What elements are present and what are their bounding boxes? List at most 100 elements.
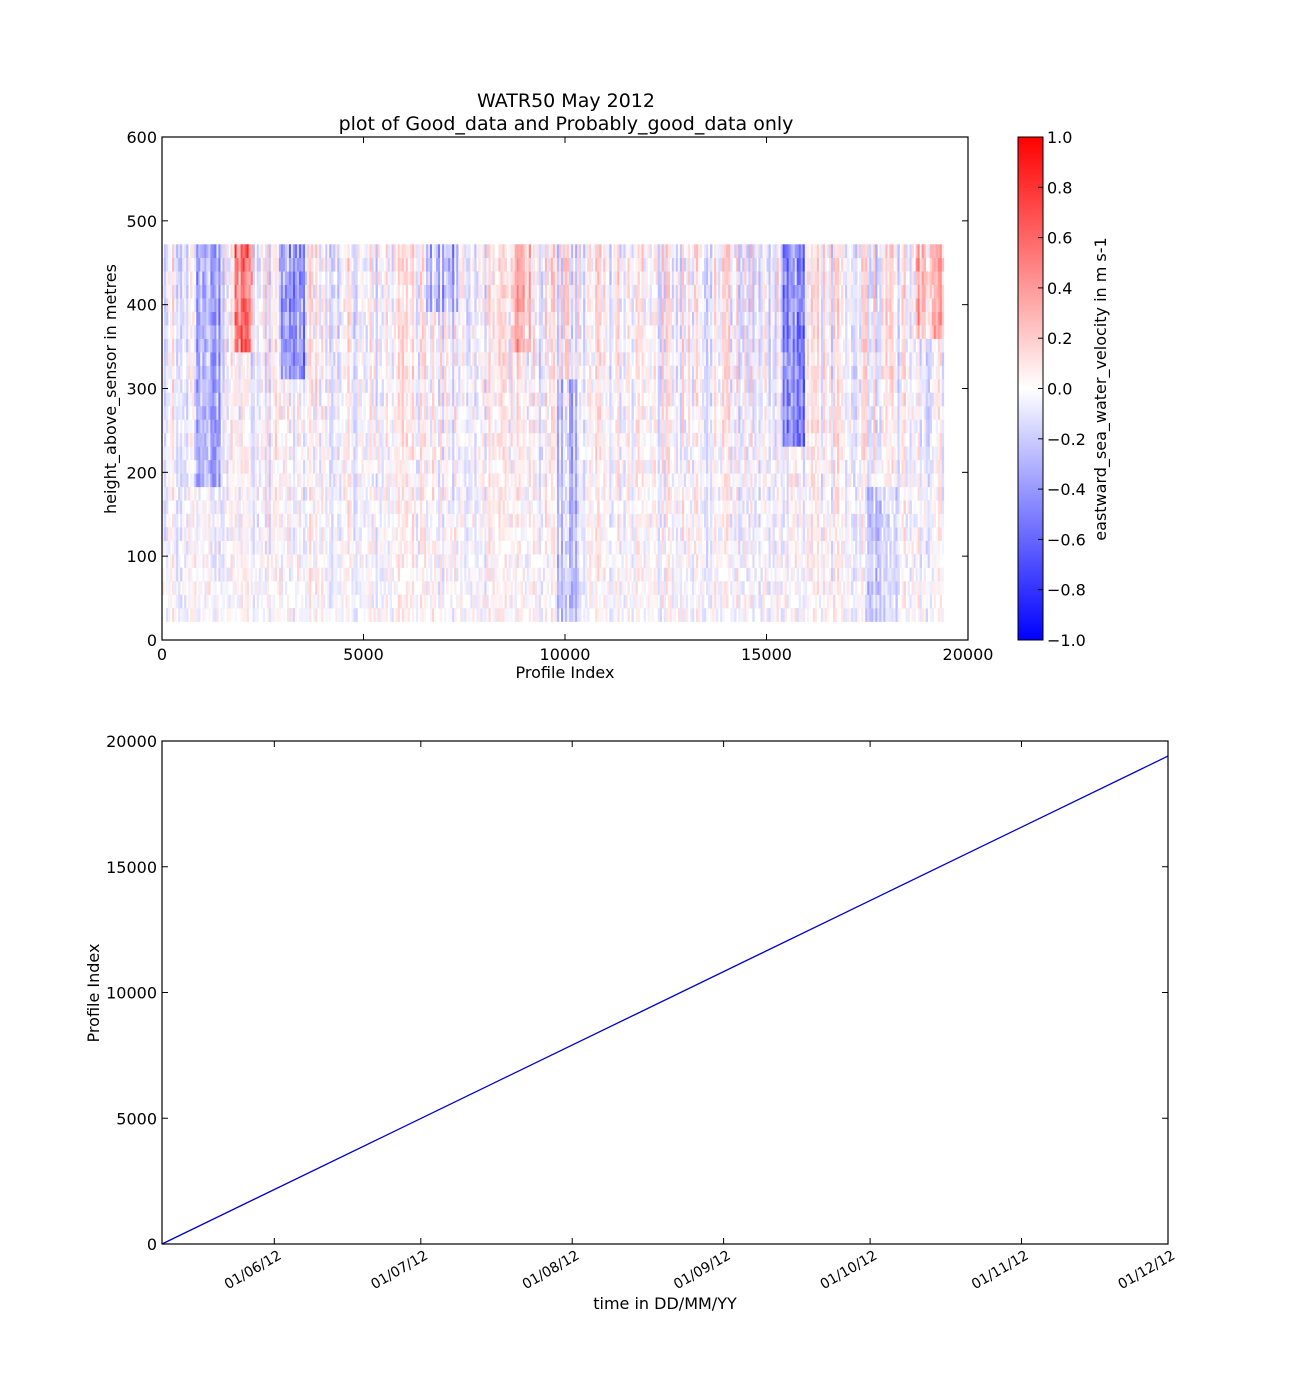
heatmap-cell: [194, 446, 197, 461]
heatmap-cell: [172, 527, 175, 542]
heatmap-cell: [484, 338, 487, 353]
heatmap-cell: [166, 365, 169, 380]
heatmap-cell: [546, 432, 550, 447]
heatmap-cell: [377, 473, 380, 488]
heatmap-cell: [436, 581, 439, 595]
heatmap-cell: [516, 432, 519, 447]
heatmap-cell: [482, 473, 485, 488]
heatmap-cell: [238, 405, 241, 420]
heatmap-cell: [170, 432, 173, 447]
heatmap-cell: [550, 271, 554, 286]
heatmap-cell: [180, 338, 183, 353]
heatmap-cell: [258, 540, 262, 555]
heatmap-cell: [403, 527, 407, 542]
heatmap-cell: [490, 459, 493, 474]
heatmap-cell: [401, 271, 405, 286]
heatmap-cell: [276, 325, 280, 339]
heatmap-cell: [347, 540, 350, 555]
heatmap-cell: [315, 432, 318, 447]
heatmap-cell: [415, 513, 419, 528]
heatmap-cell: [210, 432, 213, 447]
heatmap-cell: [587, 405, 590, 420]
heatmap-cell: [248, 352, 251, 366]
heatmap-cell: [538, 486, 542, 501]
heatmap-cell: [258, 311, 262, 326]
heatmap-cell: [436, 567, 439, 582]
heatmap-cell: [589, 554, 592, 568]
heatmap-cell: [375, 365, 378, 380]
heatmap-cell: [569, 338, 572, 353]
heatmap-cell: [220, 338, 223, 353]
heatmap-cell: [448, 311, 451, 326]
heatmap-cell: [218, 500, 221, 515]
heatmap-cell: [434, 554, 437, 568]
heatmap-cell: [522, 379, 525, 393]
heatmap-cell: [315, 594, 318, 609]
heatmap-cell: [482, 419, 485, 434]
heatmap-cell: [377, 527, 380, 542]
heatmap-cell: [315, 608, 318, 622]
heatmap-cell: [482, 608, 485, 622]
heatmap-cell: [506, 500, 509, 515]
heatmap-cell: [415, 527, 419, 542]
heatmap-cell: [530, 567, 534, 582]
heatmap-cell: [593, 432, 596, 447]
heatmap-cell: [482, 567, 485, 582]
heatmap-cell: [427, 365, 431, 380]
heatmap-cell: [264, 459, 268, 474]
heatmap-cell: [361, 486, 364, 501]
heatmap-cell: [448, 271, 451, 286]
heatmap-cell: [188, 594, 191, 609]
heatmap-cell: [484, 608, 487, 622]
heatmap-cell: [288, 540, 292, 555]
heatmap-cell: [518, 554, 521, 568]
heatmap-cell: [530, 459, 534, 474]
heatmap-cell: [486, 244, 489, 259]
heatmap-cell: [222, 379, 225, 393]
heatmap-cell: [210, 379, 213, 393]
heatmap-cell: [274, 567, 278, 582]
heatmap-cell: [444, 473, 447, 488]
heatmap-cell: [569, 365, 572, 380]
heatmap-cell: [286, 540, 290, 555]
heatmap-cell: [186, 554, 189, 568]
heatmap-cell: [206, 271, 209, 286]
heatmap-cell: [468, 284, 471, 299]
heatmap-cell: [526, 446, 530, 461]
heatmap-cell: [294, 419, 298, 434]
heatmap-cell: [417, 311, 421, 326]
heatmap-cell: [538, 284, 542, 299]
heatmap-cell: [573, 365, 576, 380]
heatmap-cell: [206, 298, 209, 312]
heatmap-cell: [452, 379, 455, 393]
heatmap-cell: [280, 271, 284, 286]
heatmap-cell: [526, 405, 530, 420]
heatmap-cell: [256, 540, 260, 555]
heatmap-cell: [329, 500, 332, 515]
heatmap-cell: [192, 500, 195, 515]
heatmap-cell: [355, 500, 358, 515]
heatmap-cell: [385, 284, 388, 299]
heatmap-cell: [488, 365, 491, 380]
heatmap-cell: [194, 379, 197, 393]
heatmap-cell: [170, 284, 173, 299]
heatmap-cell: [488, 379, 491, 393]
heatmap-cell: [514, 459, 517, 474]
heatmap-cell: [198, 311, 201, 326]
heatmap-cell: [450, 338, 453, 353]
heatmap-cell: [166, 352, 169, 366]
heatmap-cell: [323, 446, 326, 461]
heatmap-cell: [210, 540, 213, 555]
heatmap-cell: [375, 567, 378, 582]
heatmap-cell: [448, 608, 451, 622]
heatmap-cell: [232, 527, 235, 542]
heatmap-cell: [218, 284, 221, 299]
heatmap-cell: [419, 271, 423, 286]
heatmap-cell: [589, 432, 592, 447]
heatmap-cell: [530, 432, 534, 447]
heatmap-cell: [192, 432, 195, 447]
heatmap-cell: [502, 513, 505, 528]
heatmap-cell: [331, 527, 334, 542]
heatmap-cell: [174, 581, 177, 595]
heatmap-cell: [534, 581, 538, 595]
